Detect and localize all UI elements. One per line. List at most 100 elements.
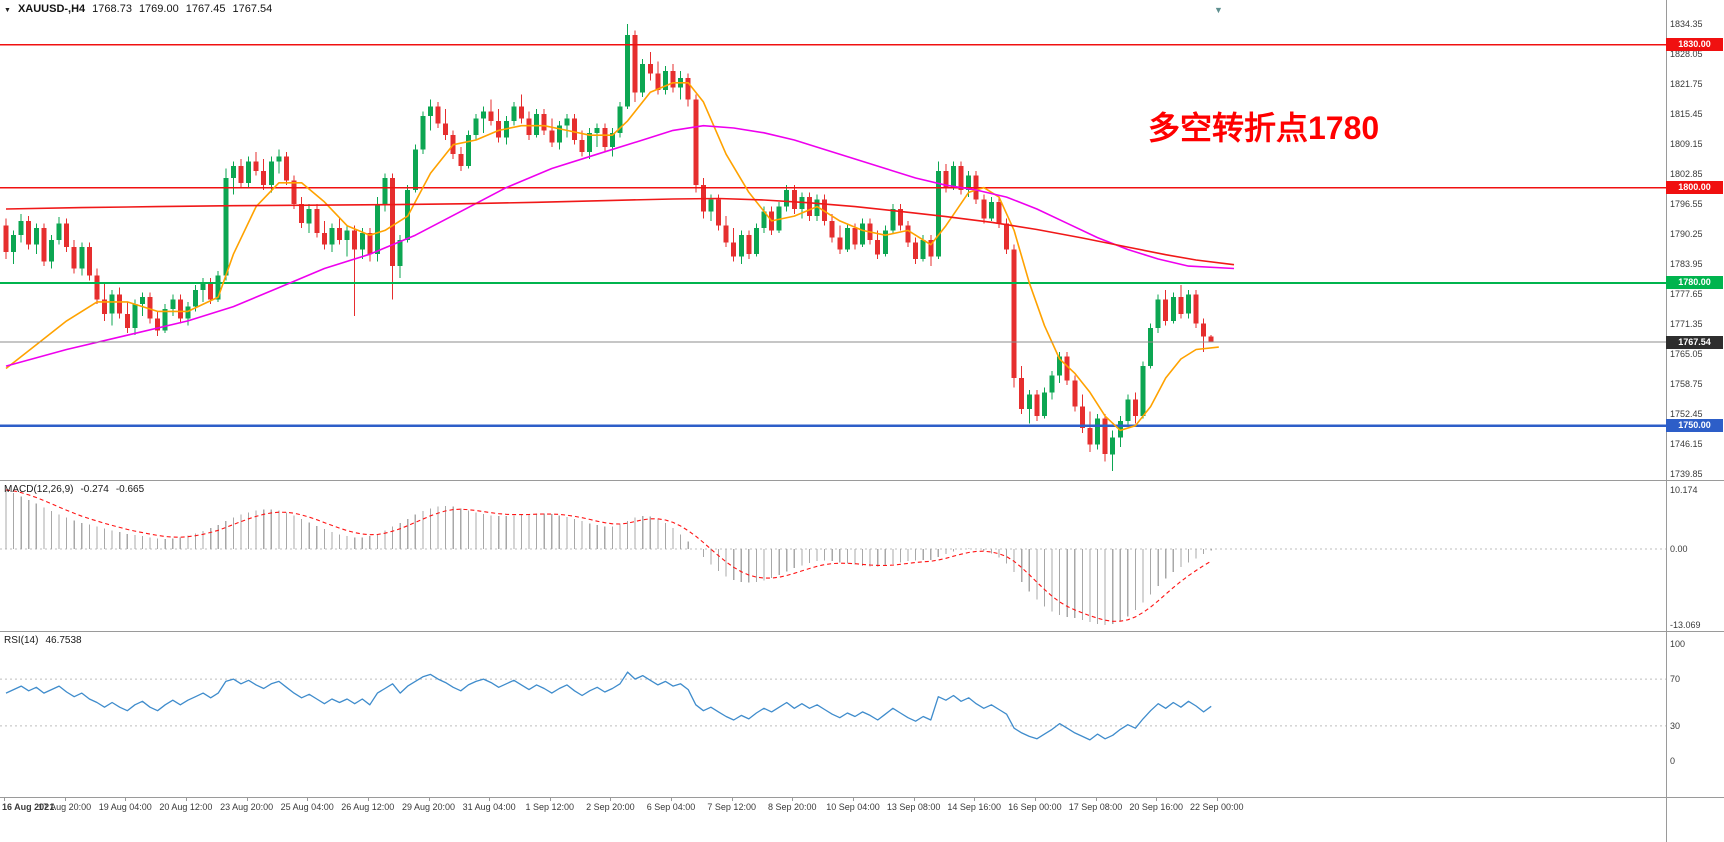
ma-fast-orange [5,82,1219,432]
price-tick-label: 1802.85 [1670,169,1703,179]
macd-header: MACD(12,26,9) -0.274 -0.665 [4,484,144,495]
time-tick [1095,798,1097,801]
time-tick [428,798,430,801]
ma-mid-magenta [5,124,1235,367]
time-label: 13 Sep 08:00 [886,802,941,812]
time-label: 29 Aug 20:00 [401,802,456,812]
rsi-tick-label: 70 [1670,674,1681,685]
time-tick [125,798,127,801]
time-tick [64,798,66,801]
macd-label: MACD(12,26,9) [4,484,74,495]
price-tick-label: 1796.55 [1670,199,1703,209]
price-tick-label: 1783.95 [1670,259,1703,269]
rsi-tick-label: 30 [1670,720,1681,731]
chart-ohlc-header: ▼ XAUUSD-,H4 1768.73 1769.00 1767.45 176… [4,3,272,17]
symbol-expander-icon[interactable]: ▼ [4,7,11,14]
macd-tick-label: 0.00 [1670,544,1688,554]
level-price-badge: 1750.00 [1666,419,1723,433]
price-tick-label: 1809.15 [1670,139,1703,149]
panel-splitter-macd[interactable] [0,480,1724,481]
rsi-label: RSI(14) [4,635,39,646]
panel-splitter-rsi[interactable] [0,631,1724,632]
time-label: 16 Aug 2021 [2,802,55,812]
price-tick-label: 1771.35 [1670,319,1703,329]
price-tick-label: 1815.45 [1670,109,1703,119]
macd-histogram [5,489,1212,625]
symbol-timeframe-label: XAUUSD-,H4 [17,3,86,15]
price-axis[interactable]: 1834.35 1828.05 1821.75 1815.45 1809.15 1802.… [1666,0,1724,842]
time-tick [731,798,733,801]
time-tick [1156,798,1158,801]
price-chart-panel[interactable] [0,0,1666,480]
price-tick-label: 1777.65 [1670,289,1703,299]
time-label: 2 Sep 20:00 [586,802,635,812]
high-value: 1769.00 [138,3,179,15]
time-tick [549,798,551,801]
chart-text-annotation[interactable]: 多空转折点1780 [1148,110,1380,146]
time-label: 17 Aug 20:00 [38,802,92,812]
rsi-indicator-panel[interactable] [0,632,1666,797]
time-tick [1034,798,1036,801]
time-label: 6 Sep 04:00 [646,802,696,812]
price-tick-label: 1765.05 [1670,349,1703,359]
time-axis-separator [0,797,1724,798]
rsi-value: 46.7538 [45,635,82,646]
candles-layer [3,24,1214,471]
rsi-chart-canvas[interactable] [0,632,1666,797]
time-axis[interactable]: 16 Aug 2021 17 Aug 20:00 19 Aug 04:00 20 Au… [0,798,1666,842]
time-label: 16 Sep 00:00 [1008,802,1062,812]
time-label: 7 Sep 12:00 [707,802,756,812]
level-price-badge: 1830.00 [1666,38,1723,52]
time-label: 25 Aug 04:00 [280,802,334,812]
chart-shift-marker-icon[interactable]: ▼ [1214,5,1223,15]
time-label: 19 Aug 04:00 [98,802,152,812]
price-tick-label: 1746.15 [1670,439,1703,449]
level-price-badge: 1780.00 [1666,276,1723,290]
price-tick-label: 1752.45 [1670,409,1703,419]
current-price-badge: 1767.54 [1666,335,1723,349]
time-tick [853,798,854,801]
time-label: 23 Aug 20:00 [220,802,274,812]
price-tick-label: 1821.75 [1670,79,1703,89]
level-price-badge: 1800.00 [1666,181,1723,195]
time-tick [1216,798,1218,801]
ma-slow-red [5,197,1235,266]
macd-main-value: -0.274 [80,484,109,495]
time-tick [367,798,369,801]
price-tick-label: 1834.35 [1670,19,1703,29]
time-tick [246,798,248,801]
time-tick [185,798,187,801]
time-label: 17 Sep 08:00 [1068,802,1123,812]
price-tick-label: 1828.05 [1670,49,1703,59]
price-chart-canvas[interactable] [0,0,1666,480]
low-value: 1767.45 [185,3,226,15]
price-tick-label: 1758.75 [1670,379,1703,389]
time-label: 31 Aug 04:00 [462,802,516,812]
time-tick [4,798,5,801]
macd-tick-label: 10.174 [1670,484,1698,495]
price-tick-label: 1739.85 [1670,469,1703,479]
time-label: 26 Aug 12:00 [341,802,395,812]
time-tick [792,798,794,801]
price-tick-label: 1790.25 [1670,229,1703,239]
open-value: 1768.73 [92,3,132,15]
macd-chart-canvas[interactable] [0,481,1666,631]
time-tick [307,798,309,801]
time-tick [913,798,915,801]
time-label: 1 Sep 12:00 [525,802,575,812]
macd-tick-label: -13.069 [1670,619,1701,630]
time-tick [489,798,491,801]
time-label: 8 Sep 20:00 [768,802,817,812]
rsi-line [5,671,1212,741]
macd-indicator-panel[interactable] [0,481,1666,631]
time-tick [974,798,976,801]
time-tick [671,798,672,801]
time-label: 14 Sep 16:00 [947,802,1001,812]
close-value: 1767.54 [232,3,273,15]
rsi-tick-label: 0 [1670,756,1676,766]
time-label: 20 Aug 12:00 [159,802,213,812]
macd-signal-line [5,489,1212,622]
time-label: 22 Sep 00:00 [1190,802,1244,812]
horizontal-level-lines[interactable] [0,43,1666,428]
